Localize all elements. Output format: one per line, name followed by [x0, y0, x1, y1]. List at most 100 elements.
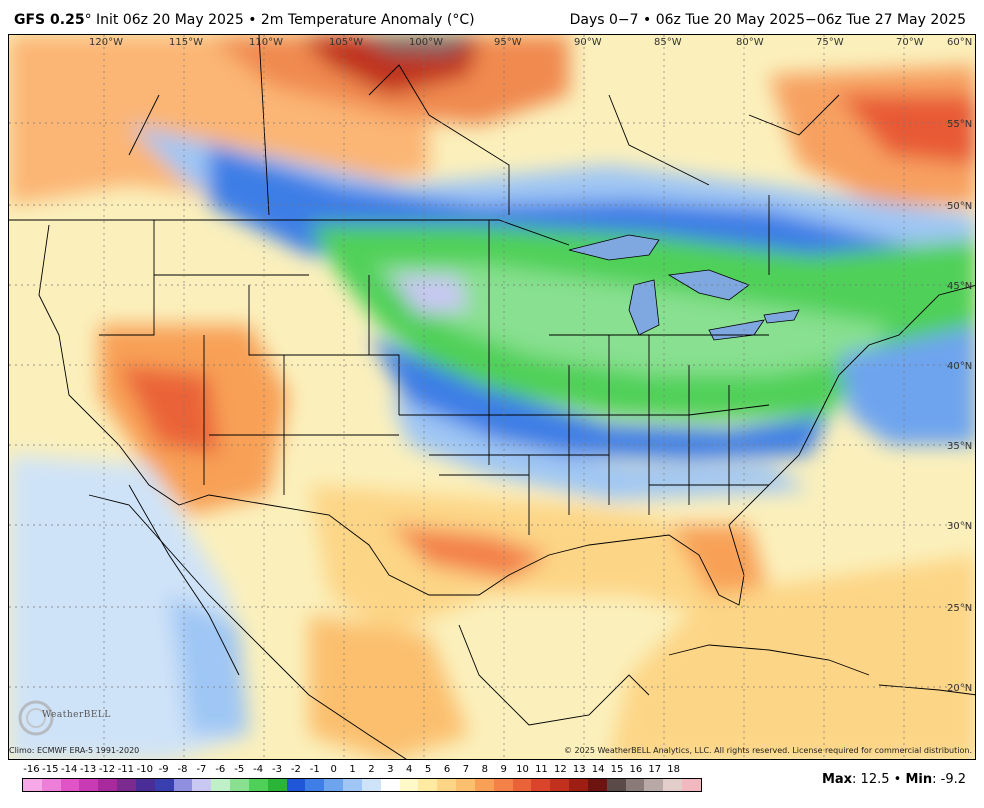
lon-label: 115°W	[169, 37, 203, 48]
colorbar-label: 8	[481, 764, 488, 775]
colorbar-label: -9	[158, 764, 169, 775]
lat-label: 30°N	[947, 521, 972, 532]
colorbar-label: 7	[462, 764, 470, 775]
colorbar-label: -1	[309, 764, 320, 775]
colorbar-label: 4	[406, 764, 413, 775]
lat-lon-grid	[9, 35, 975, 759]
colorbar-label: 6	[443, 764, 451, 775]
max-label: Max	[821, 772, 853, 787]
colorbar-label: 17	[648, 764, 662, 775]
colorbar-swatch	[286, 779, 306, 791]
colorbar-label: -4	[253, 764, 264, 775]
colorbar-label: 11	[535, 764, 548, 775]
colorbar-swatch	[60, 779, 80, 791]
lat-label: 50°N	[947, 201, 972, 212]
colorbar-swatch	[98, 779, 118, 791]
colorbar-swatch	[154, 779, 174, 791]
min-value: : -9.2	[932, 772, 966, 787]
climo-note: Climo: ECMWF ERA-5 1991-2020	[9, 746, 140, 755]
lat-label-top: 60°N	[947, 37, 972, 48]
colorbar-label: -13	[79, 764, 97, 775]
lon-label: 110°W	[249, 37, 283, 48]
colorbar-swatches	[22, 778, 702, 792]
colorbar-label: 14	[591, 764, 605, 775]
colorbar-swatch	[456, 779, 475, 791]
model-name: GFS 0.25	[14, 12, 85, 28]
lon-label: 105°W	[329, 37, 363, 48]
degree-symbol: °	[84, 12, 92, 28]
great-lakes	[568, 234, 800, 341]
colorbar-label: 13	[572, 764, 586, 775]
colorbar-label: 12	[553, 764, 567, 775]
date-range: Days 0−7 • 06z Tue 20 May 2025−06z Tue 2…	[569, 12, 966, 28]
colorbar-label: -3	[272, 764, 282, 775]
colorbar-label: 1	[349, 764, 356, 775]
colorbar-swatch	[531, 779, 551, 791]
colorbar-swatch	[418, 779, 438, 791]
colorbar-swatch	[267, 779, 287, 791]
colorbar-label: -15	[42, 764, 59, 775]
boundaries	[9, 35, 975, 759]
colorbar-label: 10	[516, 764, 529, 775]
separator: •	[889, 772, 906, 787]
colorbar-swatch	[343, 779, 362, 791]
colorbar-swatch	[192, 779, 212, 791]
colorbar-label: -5	[234, 764, 245, 775]
colorbar-swatch	[23, 779, 42, 791]
colorbar-labels: -16 -15 -14 -13 -12 -11 -10 -9 -8 -7 -6 -5 -4 -3 -2 -1 0…	[22, 762, 702, 776]
lon-label: 100°W	[409, 37, 443, 48]
lon-label: 80°W	[736, 37, 764, 48]
colorbar-swatch	[493, 779, 513, 791]
colorbar-label: -11	[117, 764, 135, 775]
colorbar-swatch	[135, 779, 155, 791]
lon-label: 95°W	[494, 37, 522, 48]
colorbar-swatch	[324, 779, 344, 791]
colorbar: -16 -15 -14 -13 -12 -11 -10 -9 -8 -7 -6 -5 -4 -3 -2 -1 0…	[22, 762, 702, 794]
colorbar-swatch	[211, 779, 231, 791]
colorbar-label: 5	[424, 764, 432, 775]
colorbar-swatch	[569, 779, 588, 791]
colorbar-swatch	[625, 779, 645, 791]
colorbar-swatch	[305, 779, 325, 791]
swirl-icon	[18, 700, 54, 736]
colorbar-label: -8	[177, 764, 188, 775]
colorbar-label: 15	[610, 764, 624, 775]
colorbar-swatch	[173, 779, 193, 791]
logo-text: WeatherBELL	[42, 710, 111, 720]
colorbar-label: -2	[290, 764, 301, 775]
min-label: Min	[905, 772, 933, 787]
lat-label: 25°N	[947, 603, 972, 614]
lon-label: 90°W	[574, 37, 602, 48]
colorbar-label: -6	[215, 764, 226, 775]
lon-label: 85°W	[654, 37, 682, 48]
weatherbell-logo: WeatherBELL	[14, 698, 110, 738]
colorbar-label: -14	[61, 764, 78, 775]
colorbar-label: -16	[23, 764, 40, 775]
anomaly-field	[9, 35, 975, 759]
colorbar-label: -7	[196, 764, 207, 775]
colorbar-swatch	[663, 779, 682, 791]
title-text: Init 06z 20 May 2025 • 2m Temperature An…	[91, 12, 475, 28]
anomaly-map: 120°W 115°W 110°W 105°W 100°W 95°W 90°W …	[8, 34, 976, 760]
header: GFS 0.25° Init 06z 20 May 2025 • 2m Temp…	[0, 0, 984, 34]
colorbar-label: 3	[387, 764, 394, 775]
colorbar-label: -10	[136, 764, 153, 775]
colorbar-swatch	[230, 779, 249, 791]
colorbar-label: 16	[629, 764, 643, 775]
colorbar-swatch	[361, 779, 381, 791]
max-min-readout: Max: 12.5 • Min: -9.2	[822, 772, 966, 787]
lon-label: 70°W	[896, 37, 924, 48]
lat-label: 35°N	[947, 441, 972, 452]
copyright-notice: © 2025 WeatherBELL Analytics, LLC. All r…	[564, 746, 972, 755]
latitude-labels: 55°N 50°N 45°N 40°N 35°N 30°N 25°N 20°N	[947, 119, 972, 694]
colorbar-label: 0	[330, 764, 337, 775]
lat-label: 40°N	[947, 361, 972, 372]
colorbar-label: -12	[98, 764, 116, 775]
colorbar-swatch	[380, 779, 400, 791]
colorbar-swatch	[399, 779, 419, 791]
colorbar-label: 2	[368, 764, 375, 775]
colorbar-swatch	[681, 779, 701, 791]
map-title: GFS 0.25° Init 06z 20 May 2025 • 2m Temp…	[14, 12, 475, 28]
longitude-labels: 120°W 115°W 110°W 105°W 100°W 95°W 90°W …	[89, 37, 972, 48]
map-canvas: 120°W 115°W 110°W 105°W 100°W 95°W 90°W …	[9, 35, 975, 759]
